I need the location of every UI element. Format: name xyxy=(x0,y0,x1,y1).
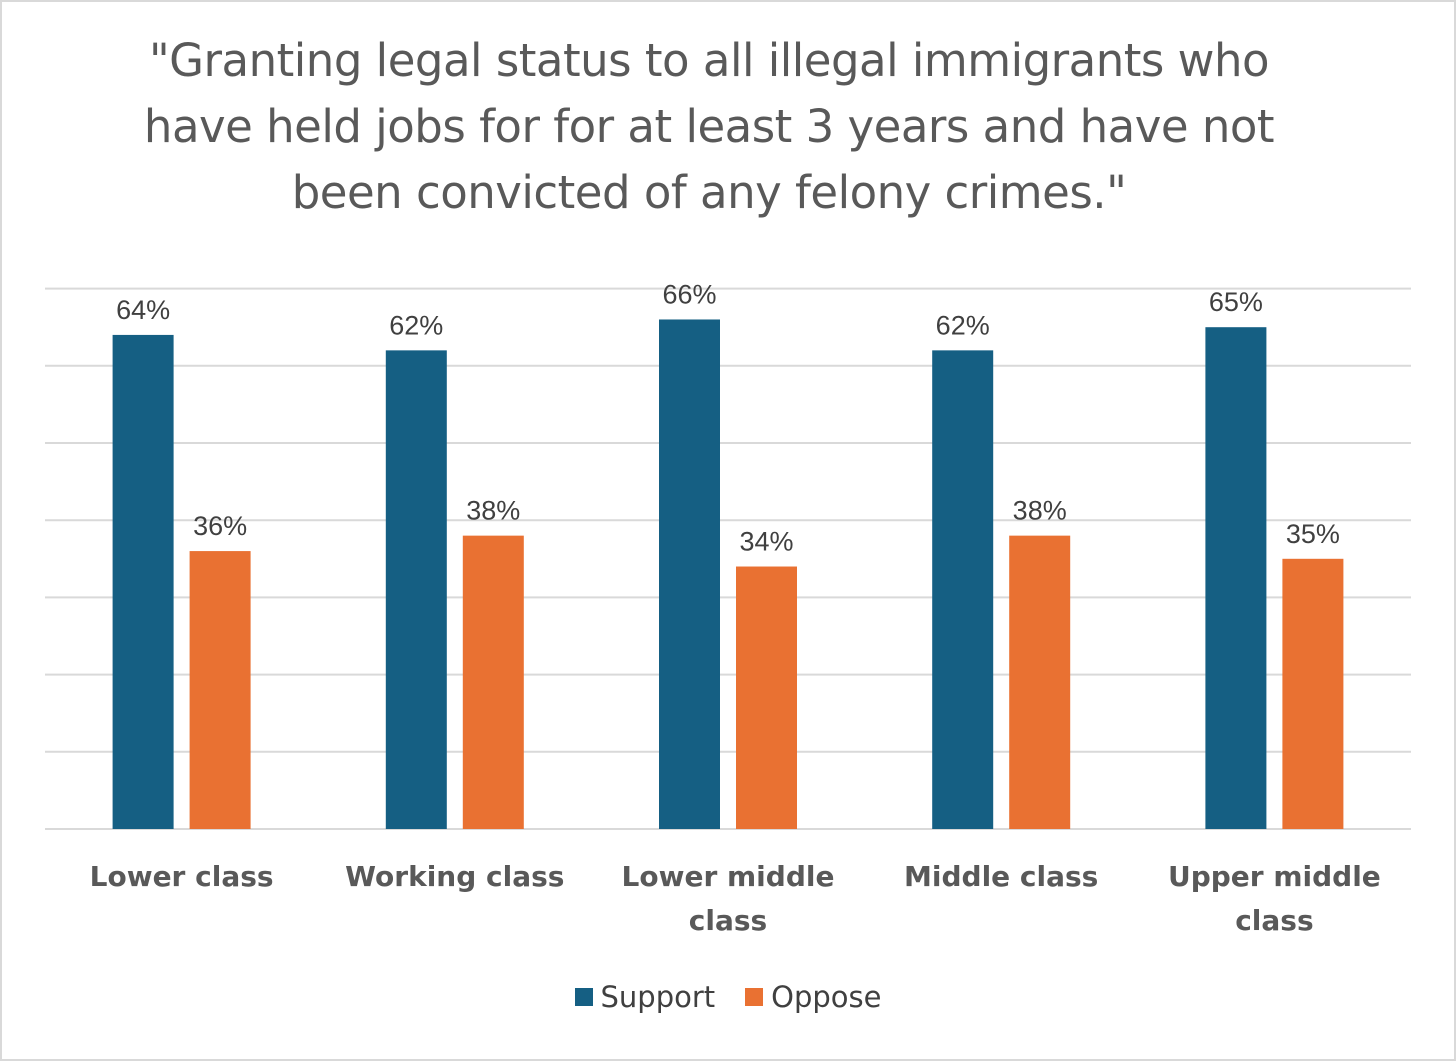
x-tick-label-1: Lower class xyxy=(90,860,274,893)
data-label-oppose-4: 38% xyxy=(1013,496,1067,526)
legend-item-support: Support xyxy=(574,980,716,1014)
x-tick-label-line: class xyxy=(689,904,767,937)
data-label-support-4: 62% xyxy=(936,310,990,340)
legend-swatch-support xyxy=(574,988,593,1006)
x-tick-label-line: class xyxy=(1235,904,1313,937)
bar-support-5 xyxy=(1205,327,1267,829)
chart-title: "Granting legal status to all illegal im… xyxy=(143,34,1275,219)
bar-oppose-3 xyxy=(736,566,797,829)
data-label-oppose-2: 38% xyxy=(466,496,520,526)
bar-oppose-5 xyxy=(1282,558,1344,829)
legend-swatch-oppose xyxy=(745,988,764,1006)
bar-oppose-1 xyxy=(189,551,251,829)
data-label-support-5: 65% xyxy=(1209,287,1263,317)
x-tick-label-line: Middle class xyxy=(904,860,1098,893)
bar-support-3 xyxy=(659,319,720,829)
bar-oppose-4 xyxy=(1009,535,1071,829)
data-label-oppose-5: 35% xyxy=(1286,519,1340,549)
legend-label-oppose: Oppose xyxy=(771,980,882,1014)
x-tick-label-4: Middle class xyxy=(904,860,1098,893)
x-tick-label-line: Working class xyxy=(345,860,564,893)
data-label-support-3: 66% xyxy=(662,279,716,309)
data-label-oppose-1: 36% xyxy=(193,511,247,541)
data-label-support-2: 62% xyxy=(389,310,443,340)
legend-label-support: Support xyxy=(600,980,716,1014)
bar-support-1 xyxy=(112,334,174,829)
data-label-oppose-3: 34% xyxy=(739,527,793,557)
bar-support-2 xyxy=(385,350,447,829)
x-tick-label-line: Upper middle xyxy=(1168,860,1381,893)
bar-support-4 xyxy=(932,350,994,829)
x-tick-label-2: Working class xyxy=(345,860,564,893)
x-tick-label-3: Lower middle class xyxy=(622,860,835,937)
x-tick-label-5: Upper middle class xyxy=(1168,860,1381,937)
data-label-support-1: 64% xyxy=(116,295,170,325)
bar-oppose-2 xyxy=(462,535,524,829)
chart-legend: Support Oppose xyxy=(0,980,1456,1014)
legend-item-oppose: Oppose xyxy=(745,980,881,1014)
x-tick-label-line: Lower middle xyxy=(622,860,835,893)
x-tick-label-line: Lower class xyxy=(90,860,274,893)
